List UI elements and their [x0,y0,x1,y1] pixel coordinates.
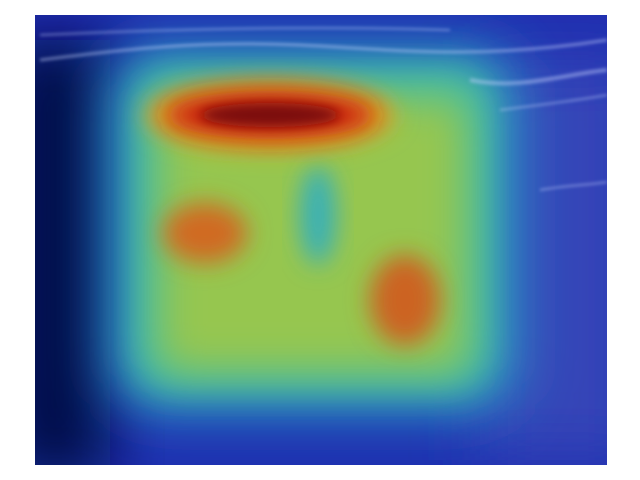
streak [39,26,451,36]
warm-spot-right [370,255,440,345]
streak [539,181,607,191]
streak [499,94,607,111]
tissue-streaks [39,26,607,191]
dark-region [35,40,110,465]
cool-spot [300,165,336,265]
streak [469,68,607,86]
warm-spot-left [163,203,247,263]
streak [39,38,607,62]
hot-core [200,103,340,127]
image-content [35,15,607,465]
